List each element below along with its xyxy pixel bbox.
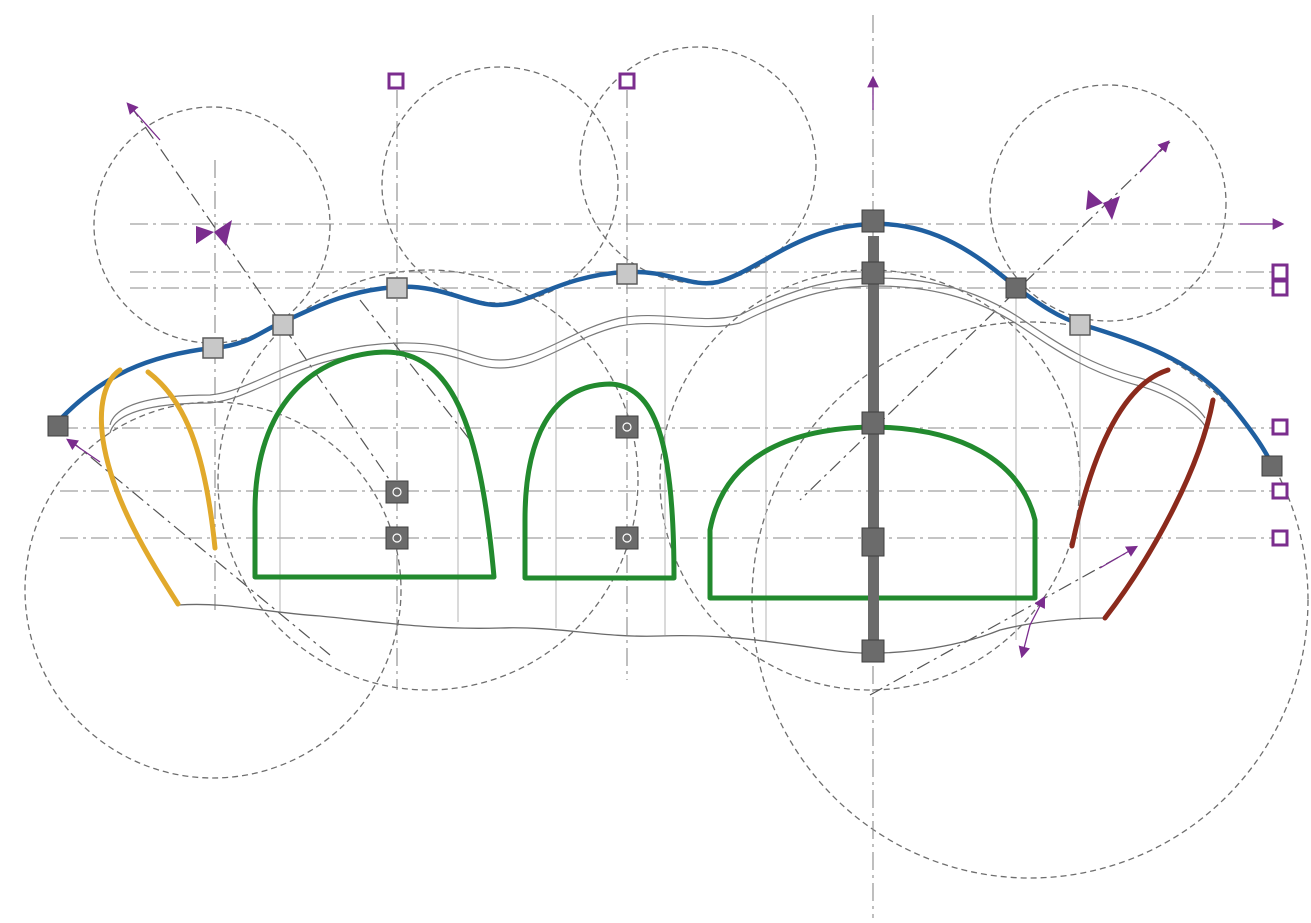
building-outline [109,277,1206,654]
construction-circle [217,269,639,691]
arrow-icon [1139,140,1170,173]
vertical-guides [279,255,1081,642]
grip-handle-icon[interactable] [386,277,408,299]
grip-center-icon [392,533,402,543]
grip-handle-icon[interactable] [385,480,409,504]
arrow-icon [126,102,161,141]
diagonal-line [869,547,1136,696]
arrow-icon [66,438,101,463]
ground-line [177,603,1106,654]
grip-handle-icon[interactable] [202,337,224,359]
roof-curve [52,221,1275,468]
opening-middle [522,381,677,581]
grip-handle-icon[interactable] [861,411,885,435]
dimension-arrows [66,75,1285,659]
grip-handle-icon[interactable] [1069,314,1091,336]
construction-circle [989,84,1227,322]
grip-center-icon [622,533,632,543]
square-marker-icon[interactable] [387,72,405,90]
diagonal-line [359,299,471,441]
purple-markers [387,72,1289,547]
grip-handle-icon[interactable] [861,261,885,285]
arrow-icon [1018,624,1031,659]
vertical-axes [214,15,874,918]
grip-handle-icon[interactable] [861,639,885,663]
construction-circle [93,106,331,344]
square-marker-icon[interactable] [618,72,636,90]
construction-circle [579,46,817,284]
outline-lower [109,285,1206,434]
horizontal-axes [60,223,1280,539]
bowtie-icon [196,220,232,246]
grip-handles [47,209,1283,663]
outline-upper [109,277,1206,426]
square-marker-icon[interactable] [1271,279,1289,297]
arrow-icon [1029,595,1046,626]
construction-circle [381,66,619,304]
grip-handle-icon[interactable] [1005,277,1027,299]
diagonal-line [799,141,1171,501]
square-marker-icon[interactable] [1271,482,1289,500]
grip-center-icon [622,422,632,432]
arrow-icon [1099,545,1139,569]
central-column [868,236,879,656]
square-marker-icon[interactable] [1271,263,1289,281]
grip-handle-icon[interactable] [615,415,639,439]
grip-handle-icon[interactable] [616,263,638,285]
construction-circle [24,401,402,779]
grip-handle-icon[interactable] [272,314,294,336]
square-marker-icon[interactable] [1271,529,1289,547]
grip-handle-icon[interactable] [861,209,885,233]
right-arch [1069,367,1216,621]
bowtie-icon [1086,190,1120,220]
grip-center-icon [392,487,402,497]
grip-handle-icon[interactable] [1261,455,1283,477]
grip-handle-icon[interactable] [47,415,69,437]
grip-handle-icon[interactable] [861,527,885,557]
left-arch [98,367,218,607]
opening-left [252,349,497,580]
diagonal-line [129,104,401,496]
grip-handle-icon[interactable] [615,526,639,550]
grip-handle-icon[interactable] [385,526,409,550]
square-marker-icon[interactable] [1271,418,1289,436]
